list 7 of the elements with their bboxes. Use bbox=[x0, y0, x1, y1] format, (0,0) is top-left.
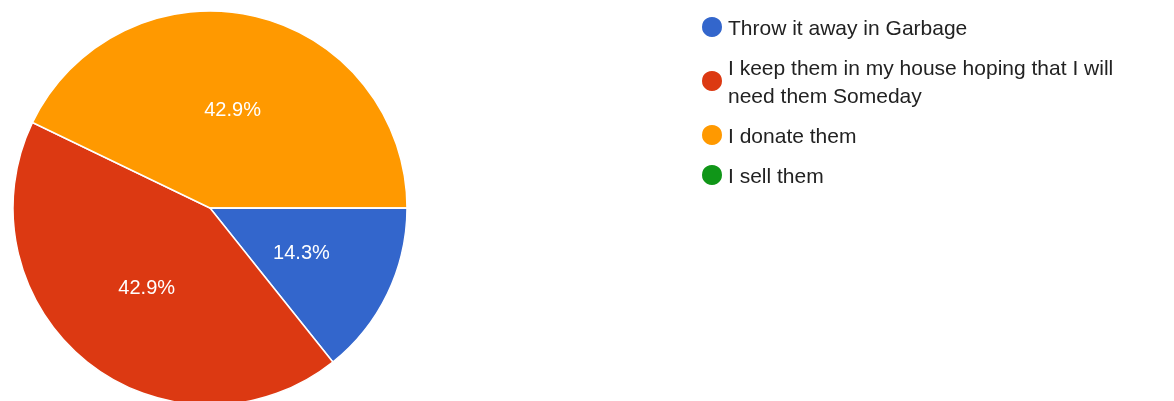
data-label: 14.3% bbox=[273, 241, 331, 264]
data-label: 42.9% bbox=[118, 276, 176, 299]
legend-label: I sell them bbox=[728, 163, 824, 187]
data-label: 42.9% bbox=[204, 98, 262, 121]
legend-label: Throw it away in Garbage bbox=[728, 15, 968, 39]
legend-label: I keep them in my house hoping that I will need them Someday bbox=[728, 55, 1120, 107]
legend-label: I donate them bbox=[728, 123, 857, 147]
